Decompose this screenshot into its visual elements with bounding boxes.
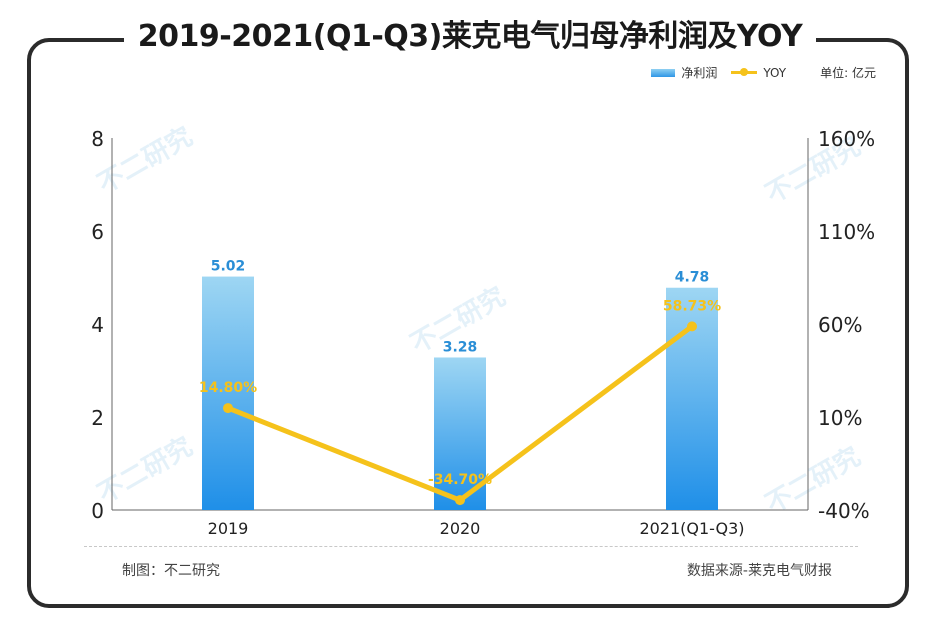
y-left-tick-label: 6 bbox=[91, 220, 104, 244]
bar-value-label: 5.02 bbox=[211, 259, 246, 275]
y-left-tick-label: 4 bbox=[91, 313, 104, 337]
y-left-tick-label: 0 bbox=[91, 499, 104, 523]
data-labels: 5.02 3.28 4.78 14.80% -34.70% 58.73% bbox=[199, 259, 721, 489]
y-right-tick-label: 60% bbox=[818, 313, 862, 337]
footer-divider bbox=[84, 546, 858, 547]
footer-source: 数据来源-莱克电气财报 bbox=[686, 563, 832, 579]
title-wrap: 2019-2021(Q1-Q3)莱克电气归母净利润及YOY bbox=[0, 8, 940, 66]
bar bbox=[202, 276, 254, 510]
y-right-tick-label: 160% bbox=[818, 127, 875, 151]
y-right-tick-label: 10% bbox=[818, 406, 862, 430]
yoy-line bbox=[223, 321, 697, 506]
x-tick-label: 2019 bbox=[208, 519, 249, 538]
unit-label: 单位: 亿元 bbox=[820, 66, 876, 80]
yoy-value-label: 14.80% bbox=[199, 380, 257, 396]
chart-title: 2019-2021(Q1-Q3)莱克电气归母净利润及YOY bbox=[123, 8, 817, 66]
legend-item-bar: 净利润 bbox=[651, 64, 717, 81]
bar-value-label: 4.78 bbox=[675, 270, 710, 286]
yoy-value-label: -34.70% bbox=[428, 472, 492, 488]
y-left-tick-label: 2 bbox=[91, 406, 104, 430]
bar bbox=[666, 287, 718, 510]
footer-credit: 制图：不二研究 bbox=[122, 563, 220, 579]
y-right-tick-label: -40% bbox=[818, 499, 870, 523]
x-tick-label: 2021(Q1-Q3) bbox=[639, 519, 744, 538]
legend: 净利润 YOY 单位: 亿元 bbox=[651, 64, 876, 81]
axes: 0 2 4 6 8 -40% 10% 60% 110% 160% 2019 2020 2021(Q1-Q… bbox=[91, 127, 875, 538]
bar-value-label: 3.28 bbox=[443, 339, 478, 355]
legend-bar-label: 净利润 bbox=[681, 66, 718, 80]
yoy-value-label: 58.73% bbox=[663, 298, 721, 314]
x-tick-label: 2020 bbox=[440, 519, 481, 538]
legend-bar-swatch bbox=[651, 68, 676, 77]
legend-item-line: YOY bbox=[731, 66, 786, 80]
yoy-point bbox=[455, 495, 465, 506]
legend-line-label: YOY bbox=[763, 65, 787, 80]
yoy-point bbox=[687, 321, 697, 332]
y-right-tick-label: 110% bbox=[818, 220, 875, 244]
yoy-point bbox=[223, 403, 233, 414]
y-left-tick-label: 8 bbox=[91, 127, 104, 151]
legend-line-swatch bbox=[731, 68, 758, 76]
